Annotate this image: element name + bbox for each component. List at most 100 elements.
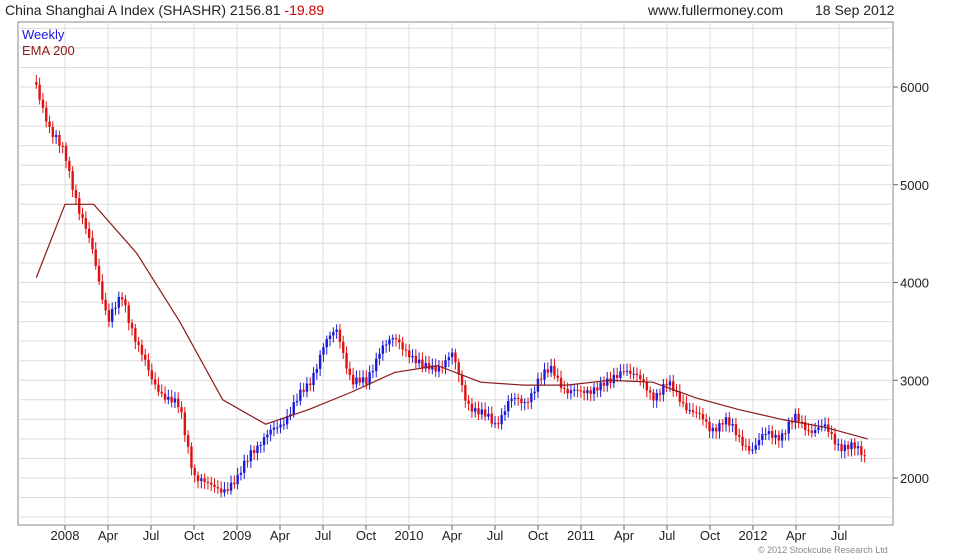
price-candle [404, 349, 408, 351]
price-candle [51, 126, 55, 138]
price-candle [170, 396, 173, 403]
price-candle [375, 358, 378, 372]
symbol-title: China Shanghai A Index (SHASHR) [5, 2, 227, 18]
price-candle [384, 344, 388, 346]
price-candle [87, 228, 91, 238]
price-candle [259, 445, 262, 447]
price-candle [299, 389, 302, 401]
price-candle [226, 489, 229, 491]
price-candle [101, 281, 104, 300]
price-candle [823, 424, 827, 427]
price-candle [794, 413, 797, 423]
price-candle [470, 403, 474, 412]
price-candle [523, 401, 526, 404]
price-candle [860, 446, 863, 456]
price-candle [589, 390, 592, 394]
price-candle [147, 359, 150, 371]
price-candle [190, 446, 193, 469]
price-candle [503, 411, 507, 416]
price-candle [140, 344, 144, 355]
price-candle [474, 408, 477, 412]
price-candle [556, 375, 559, 378]
price-candle [724, 417, 728, 425]
price-candle [78, 197, 81, 214]
price-candle [553, 365, 556, 376]
price-candle [701, 414, 705, 420]
price-candle [625, 370, 629, 372]
price-candle [45, 107, 48, 122]
x-tick-label: Apr [98, 528, 119, 543]
price-candle [751, 449, 754, 451]
price-candle [520, 398, 523, 404]
price-candle [411, 355, 414, 358]
price-candle [74, 189, 78, 198]
price-candle [421, 359, 424, 369]
price-candle [252, 450, 256, 454]
price-candle [850, 442, 853, 450]
x-tick-label: 2008 [51, 528, 80, 543]
price-candle [714, 427, 718, 432]
price-candle [741, 436, 744, 446]
x-tick-label: Apr [614, 528, 635, 543]
price-candle [510, 398, 513, 402]
price-candle [84, 218, 88, 229]
price-candle [180, 407, 183, 413]
price-candle [398, 339, 401, 343]
chart-header: China Shanghai A Index (SHASHR) 2156.81 … [0, 0, 980, 22]
price-candle [454, 352, 457, 363]
x-tick-label: 2010 [395, 528, 424, 543]
price-candle [569, 390, 573, 394]
price-candle [276, 427, 279, 429]
price-candle [747, 446, 751, 451]
price-candle [388, 339, 391, 345]
price-candle [698, 413, 701, 415]
price-candle [833, 433, 837, 445]
site-link[interactable]: www.fullermoney.com [648, 2, 784, 18]
price-candle [830, 431, 833, 434]
price-candle [243, 460, 246, 473]
price-candle [497, 423, 500, 425]
price-candle [734, 424, 738, 436]
price-candle [761, 434, 764, 441]
price-candle [249, 450, 253, 462]
price-candle [97, 265, 101, 282]
copyright-note: © 2012 Stockcube Research Ltd [758, 545, 888, 555]
price-candle [790, 421, 794, 423]
price-candle [579, 390, 583, 392]
price-candle [431, 365, 434, 370]
price-candle [787, 421, 790, 434]
price-candle [305, 383, 309, 392]
price-candle [457, 362, 460, 375]
price-candle [157, 384, 160, 392]
price-candle [549, 365, 553, 373]
price-candle [563, 387, 566, 389]
price-candle [672, 381, 675, 391]
price-candle [668, 381, 672, 386]
x-tick-label: Jul [831, 528, 848, 543]
price-candle [444, 360, 447, 368]
price-candle [127, 305, 130, 323]
price-candle [711, 427, 715, 432]
price-candle [219, 488, 223, 493]
x-tick-label: Apr [442, 528, 463, 543]
price-candle [328, 335, 332, 340]
price-candle [615, 374, 619, 378]
price-candle [196, 475, 200, 482]
price-candle [665, 384, 668, 386]
x-tick-label: Oct [356, 528, 377, 543]
price-candle [111, 308, 114, 322]
price-candle [490, 413, 493, 424]
price-candle [813, 430, 817, 433]
price-candle [632, 373, 635, 375]
price-candle [206, 482, 210, 484]
price-candle [124, 299, 127, 306]
price-candle [606, 378, 609, 386]
price-candle [688, 410, 691, 412]
price-candle [401, 342, 404, 350]
y-tick-label: 6000 [900, 80, 929, 95]
price-candle [368, 372, 371, 385]
price-candle [447, 357, 451, 361]
price-candle [338, 329, 342, 342]
last-price: 2156.81 [229, 2, 281, 18]
